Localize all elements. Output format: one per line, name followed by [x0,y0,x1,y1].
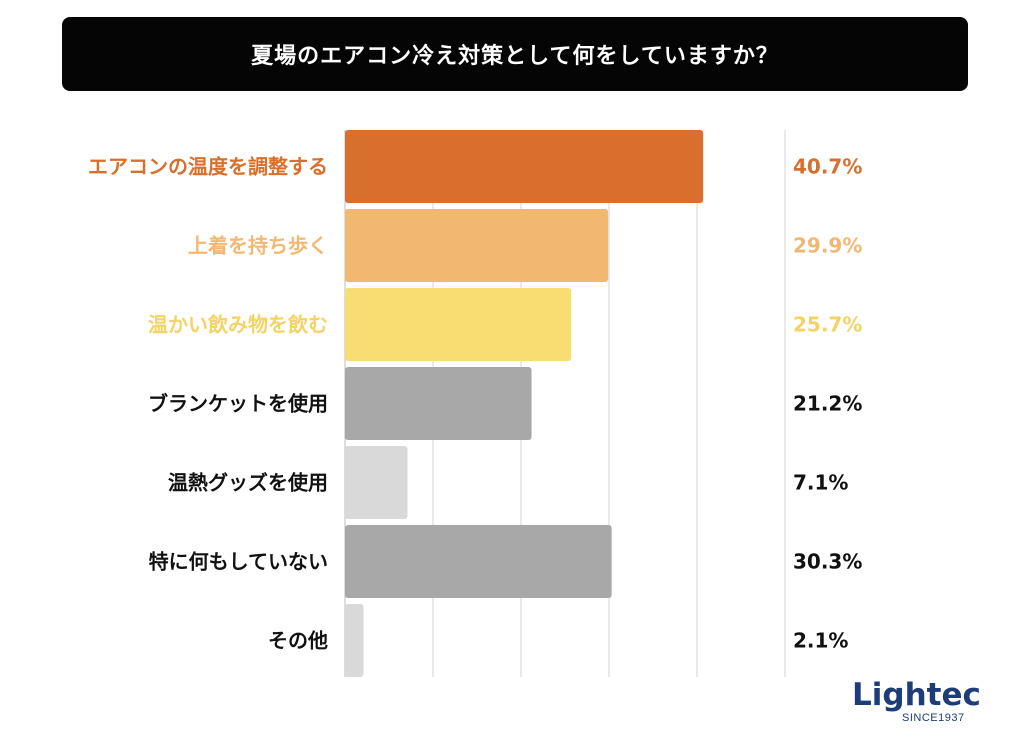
chart-title: 夏場のエアコン冷え対策として何をしていますか？ [251,44,779,69]
bar [345,367,532,440]
bar [345,446,408,519]
value-label: 2.1% [793,629,848,653]
bar [345,525,612,598]
bar [345,604,364,677]
category-label: 特に何もしていない [149,550,328,574]
value-label: 25.7% [793,313,862,337]
category-label: エアコンの温度を調整する [88,155,328,179]
bar [345,288,572,361]
logo-wordmark: Lightec [852,677,981,713]
value-label: 29.9% [793,234,862,258]
value-label: 40.7% [793,155,862,179]
category-label: 温熱グッズを使用 [168,471,328,495]
logo-tagline: SINCE1937 [902,712,965,724]
category-label: その他 [268,629,328,653]
bar [345,130,704,203]
title-bar: 夏場のエアコン冷え対策として何をしていますか？ [62,17,968,91]
value-label: 30.3% [793,550,862,574]
category-label: ブランケットを使用 [148,392,328,416]
category-label: 上着を持ち歩く [188,234,328,258]
lightec-logo: Lightec SINCE1937 [852,678,981,726]
bar [345,209,609,282]
value-label: 21.2% [793,392,862,416]
value-label: 7.1% [793,471,848,495]
category-label: 温かい飲み物を飲む [148,313,328,337]
